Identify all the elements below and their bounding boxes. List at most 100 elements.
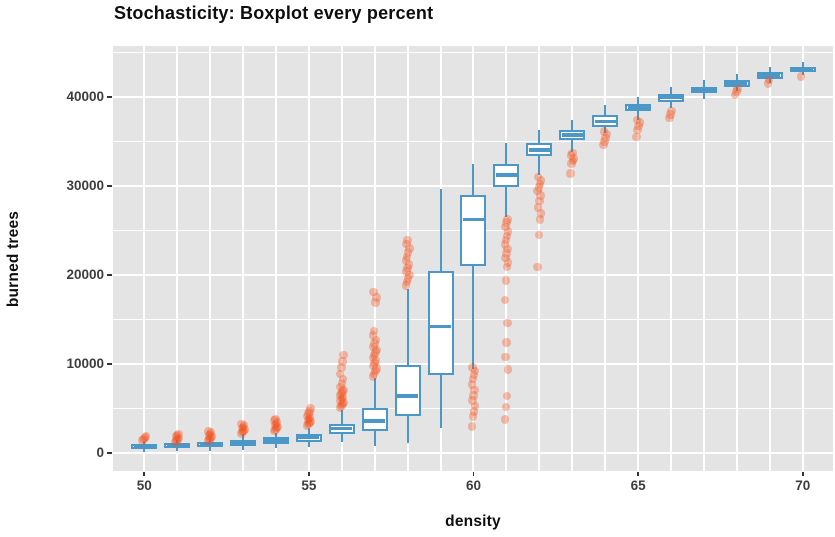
boxplot-median bbox=[166, 444, 188, 448]
outlier-point bbox=[271, 419, 281, 429]
y-axis-title: burned trees bbox=[5, 210, 22, 308]
outlier-point bbox=[534, 183, 544, 192]
outlier-point bbox=[206, 433, 215, 443]
outlier-point bbox=[600, 137, 609, 146]
boxplot-median bbox=[561, 133, 583, 137]
outlier-point bbox=[401, 281, 411, 290]
outlier-point bbox=[238, 422, 248, 432]
outlier-point bbox=[534, 230, 544, 240]
x-gridline bbox=[604, 46, 607, 471]
outlier-point bbox=[468, 374, 478, 384]
outlier-point bbox=[567, 159, 576, 168]
outlier-point bbox=[667, 106, 676, 116]
x-tick-label: 65 bbox=[630, 478, 646, 493]
outlier-point bbox=[306, 404, 315, 413]
outlier-point bbox=[272, 418, 282, 427]
outlier-point bbox=[335, 369, 345, 379]
outlier-point bbox=[338, 387, 347, 396]
x-gridline bbox=[307, 46, 310, 471]
outlier-point bbox=[304, 414, 314, 424]
outlier-point bbox=[304, 409, 313, 418]
outlier-point bbox=[470, 366, 480, 376]
x-gridline bbox=[735, 46, 738, 471]
outlier-point bbox=[239, 421, 249, 430]
outlier-point bbox=[369, 369, 379, 379]
outlier-point bbox=[371, 298, 380, 307]
outlier-point bbox=[172, 431, 182, 440]
outlier-point bbox=[207, 432, 217, 441]
outlier-point bbox=[566, 151, 576, 160]
outlier-point bbox=[568, 148, 577, 158]
outlier-point bbox=[371, 356, 381, 365]
outlier-point bbox=[369, 326, 379, 336]
outlier-point bbox=[337, 394, 347, 404]
outlier-point bbox=[405, 244, 414, 253]
outlier-point bbox=[535, 179, 545, 189]
plot-area bbox=[113, 46, 833, 471]
outlier-point bbox=[533, 203, 543, 212]
outlier-point bbox=[469, 370, 479, 380]
boxplot-median bbox=[693, 88, 715, 92]
outlier-point bbox=[370, 358, 379, 368]
outlier-point bbox=[469, 391, 478, 400]
outlier-point bbox=[665, 113, 674, 123]
outlier-point bbox=[763, 79, 773, 88]
outlier-point bbox=[502, 249, 511, 258]
outlier-point bbox=[174, 429, 183, 439]
boxplot-median bbox=[298, 435, 320, 439]
outlier-point bbox=[337, 379, 347, 388]
boxplot-median bbox=[331, 426, 353, 431]
outlier-point bbox=[237, 429, 246, 438]
outlier-point bbox=[602, 129, 612, 139]
outlier-point bbox=[372, 293, 381, 302]
outlier-point bbox=[599, 127, 609, 136]
outlier-point bbox=[403, 263, 412, 273]
outlier-point bbox=[239, 426, 248, 436]
outlier-point bbox=[338, 399, 347, 409]
outlier-point bbox=[372, 345, 381, 355]
x-tick-mark bbox=[637, 472, 639, 476]
y-tick-mark bbox=[107, 95, 112, 98]
outlier-point bbox=[635, 118, 644, 127]
x-gridline bbox=[702, 46, 705, 471]
boxplot-median bbox=[133, 444, 155, 449]
y-tick-label: 30000 bbox=[66, 177, 104, 193]
outlier-point bbox=[204, 431, 214, 440]
x-gridline bbox=[209, 46, 212, 471]
outlier-point bbox=[337, 401, 346, 411]
outlier-point bbox=[240, 425, 249, 434]
boxplot-median bbox=[759, 73, 781, 77]
outlier-point bbox=[536, 191, 545, 200]
outlier-point bbox=[467, 422, 477, 431]
x-tick-label: 55 bbox=[301, 478, 317, 493]
outlier-point bbox=[336, 396, 345, 405]
outlier-point bbox=[270, 421, 280, 430]
outlier-point bbox=[403, 274, 413, 283]
outlier-point bbox=[501, 352, 510, 362]
boxplot-box bbox=[427, 270, 454, 375]
outlier-point bbox=[632, 132, 641, 142]
outlier-point bbox=[338, 374, 348, 384]
outlier-point bbox=[468, 412, 478, 421]
outlier-point bbox=[171, 437, 180, 447]
boxplot-median bbox=[495, 173, 517, 177]
outlier-point bbox=[306, 417, 315, 426]
y-tick-mark bbox=[107, 274, 112, 276]
outlier-point bbox=[405, 270, 414, 280]
outlier-point bbox=[368, 331, 378, 340]
outlier-point bbox=[368, 372, 378, 381]
outlier-point bbox=[503, 318, 512, 328]
outlier-point bbox=[402, 239, 411, 249]
x-tick-mark bbox=[801, 472, 804, 476]
x-tick-mark bbox=[143, 472, 146, 476]
outlier-point bbox=[302, 411, 312, 420]
x-gridline bbox=[571, 46, 574, 471]
outlier-point bbox=[500, 295, 510, 305]
x-gridline bbox=[406, 46, 409, 471]
outlier-point bbox=[368, 353, 378, 363]
x-gridline bbox=[801, 46, 804, 471]
outlier-point bbox=[371, 348, 380, 357]
outlier-point bbox=[501, 235, 511, 245]
outlier-point bbox=[503, 258, 513, 267]
